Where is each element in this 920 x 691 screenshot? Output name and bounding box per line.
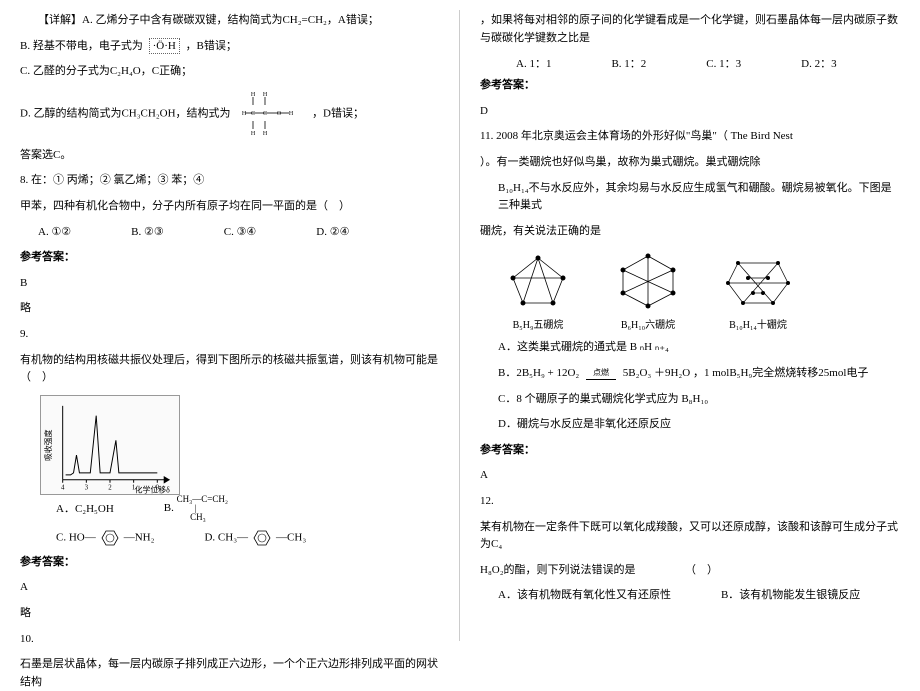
q10-stem1: 石墨是层状晶体，每一层内碳原子排列成正六边形，一个个正六边形排列成平面的网状结构 — [20, 656, 440, 691]
explain-b: B. 羟基不带电，电子式为 ·Ö·H ，B错误； — [20, 38, 440, 56]
ref-label-4: 参考答案： — [480, 442, 900, 460]
q12-opt-a: A．该有机物既有氧化性又有还原性 — [498, 587, 671, 605]
q9-opt-c: C. HO——NH₂ — [56, 528, 154, 548]
ref-label-3: 参考答案： — [480, 77, 900, 95]
benzene-ring-icon — [96, 528, 124, 548]
ref-label-2: 参考答案： — [20, 554, 440, 572]
svg-text:H: H — [289, 111, 294, 117]
q11-opt-d: D．硼烷与水反应是非氧化还原反应 — [480, 416, 900, 434]
explain-c: C. 乙醛的分子式为C₂H₄O，C正确； — [20, 63, 440, 81]
ethanol-structure-icon: H H H H H C C O H — [241, 89, 301, 139]
q11-opt-c: C．8 个硼原子的巢式硼烷化学式应为 B₈H₁₀ — [480, 391, 900, 409]
q8-opt-b: B. ②③ — [131, 224, 164, 242]
q10-options: A. 1：1 B. 1：2 C. 1：3 D. 2：3 — [516, 55, 900, 71]
svg-text:H: H — [263, 92, 268, 98]
svg-text:C: C — [263, 111, 267, 117]
q9-num: 9. — [20, 326, 440, 344]
svg-text:H: H — [251, 92, 256, 98]
q9-opt-d: D. CH₃——CH₃ — [204, 528, 306, 548]
q9-opt-b: B. CH₃—C=CH₂ | CH₃ — [164, 495, 228, 522]
q9-row-ab: A．C₂H₅OH B. CH₃—C=CH₂ | CH₃ — [56, 495, 440, 522]
svg-text:2: 2 — [108, 484, 112, 491]
q11-c: B₁₀H₁₄不与水反应外，其余均易与水反应生成氢气和硼酸。硼烷易被氧化。下图是三… — [480, 180, 900, 215]
q11-opt-a: A．这类巢式硼烷的通式是 B ₙH ₙ₊₄ — [480, 339, 900, 357]
opt-b-struct: CH₃—C=CH₂ | CH₃ — [177, 495, 228, 522]
answer-c: 答案选C。 — [20, 147, 440, 165]
svg-text:4: 4 — [61, 484, 65, 491]
svg-text:化学位移δ: 化学位移δ — [135, 484, 170, 494]
svg-text:H: H — [242, 111, 247, 117]
q8-opt-a: A. ①② — [38, 224, 71, 242]
q10-opt-b: B. 1：2 — [611, 55, 646, 71]
q12-num: 12. — [480, 493, 900, 511]
svg-text:3: 3 — [85, 484, 89, 491]
q12-opts: A．该有机物既有氧化性又有还原性 B．该有机物能发生银镜反应 — [498, 587, 900, 605]
svg-text:C: C — [251, 111, 255, 117]
q11-a: 11. 2008 年北京奥运会主体育场的外形好似"鸟巢"（ The Bird N… — [480, 128, 900, 146]
svg-text:H: H — [263, 131, 268, 137]
svg-text:0: 0 — [156, 484, 160, 491]
explain-d: D. 乙醇的结构简式为CH₃CH₂OH，结构式为 HH HH H CC OH — [20, 89, 440, 139]
q12-b: 某有机物在一定条件下既可以氧化成羧酸，又可以还原成醇，该酸和该醇可生成分子式为C… — [480, 519, 900, 554]
q11-d: 硼烷，有关说法正确的是 — [480, 223, 900, 241]
q8-opt-c: C. ③④ — [224, 224, 257, 242]
ans11: A — [480, 467, 900, 485]
borane-5: B₅H₉五硼烷 — [498, 248, 578, 331]
lue8: 略 — [20, 300, 440, 318]
borane-6: B₆H₁₀六硼烷 — [608, 248, 688, 331]
svg-text:1: 1 — [132, 484, 136, 491]
explain-a: 【详解】A. 乙烯分子中含有碳碳双键，结构简式为CH₂=CH₂，A错误； — [20, 12, 440, 30]
q9-opt-a: A．C₂H₅OH — [56, 500, 114, 516]
svg-text:H: H — [251, 131, 256, 137]
q8-line2: 甲苯，四种有机化合物中，分子内所有原子均在同一平面的是（ ） — [20, 198, 440, 216]
arrow-icon: 点燃 — [586, 367, 616, 381]
ref-label: 参考答案： — [20, 249, 440, 267]
q11-opt-b: B．2B₅H₉ + 12O₂ 点燃 5B₂O₃ ＋9H₂O ，1 molB₅H₉… — [480, 365, 900, 383]
q8-line1: 8. 在：① 丙烯；② 氯乙烯；③ 苯；④ — [20, 172, 440, 190]
q8-options: A. ①② B. ②③ C. ③④ D. ②④ — [38, 224, 440, 242]
electron-formula-oh: ·Ö·H — [149, 38, 180, 54]
ans9: A — [20, 579, 440, 597]
svg-text:O: O — [277, 111, 282, 117]
svg-text:吸收强度: 吸收强度 — [43, 429, 53, 461]
q10-stem2: ，如果将每对相邻的原子间的化学键看成是一个化学键，则石墨晶体每一层内碳原子数与碳… — [480, 12, 900, 47]
borane-figures: B₅H₉五硼烷 B₆H₁₀六硼烷 B₁₀H₁₄十硼烷 — [498, 248, 900, 331]
q10-num: 10. — [20, 631, 440, 649]
nmr-chart: 吸收强度 化学位移δ 4 3 2 1 0 — [40, 395, 180, 495]
left-column: 【详解】A. 乙烯分子中含有碳碳双键，结构简式为CH₂=CH₂，A错误； B. … — [0, 0, 460, 651]
q10-opt-a: A. 1：1 — [516, 55, 551, 71]
lue9: 略 — [20, 605, 440, 623]
right-column: ，如果将每对相邻的原子间的化学键看成是一个化学键，则石墨晶体每一层内碳原子数与碳… — [460, 0, 920, 651]
ans10: D — [480, 103, 900, 121]
q9-row-cd: C. HO——NH₂ D. CH₃——CH₃ — [56, 528, 440, 548]
ans8: B — [20, 275, 440, 293]
q10-opt-d: D. 2：3 — [801, 55, 836, 71]
borane-10: B₁₀H₁₄十硼烷 — [718, 248, 798, 331]
q12-c: H₈O₂的酯，则下列说法错误的是 （ ） — [480, 562, 900, 580]
benzene-ring-icon — [248, 528, 276, 548]
q11-b: ）。有一类硼烷也好似鸟巢，故称为巢式硼烷。巢式硼烷除 — [480, 154, 900, 172]
q12-opt-b: B．该有机物能发生银镜反应 — [721, 587, 860, 605]
q8-opt-d: D. ②④ — [316, 224, 349, 242]
q10-opt-c: C. 1：3 — [706, 55, 741, 71]
q9-stem: 有机物的结构用核磁共振仪处理后，得到下图所示的核磁共振氢谱，则该有机物可能是（ … — [20, 352, 440, 387]
